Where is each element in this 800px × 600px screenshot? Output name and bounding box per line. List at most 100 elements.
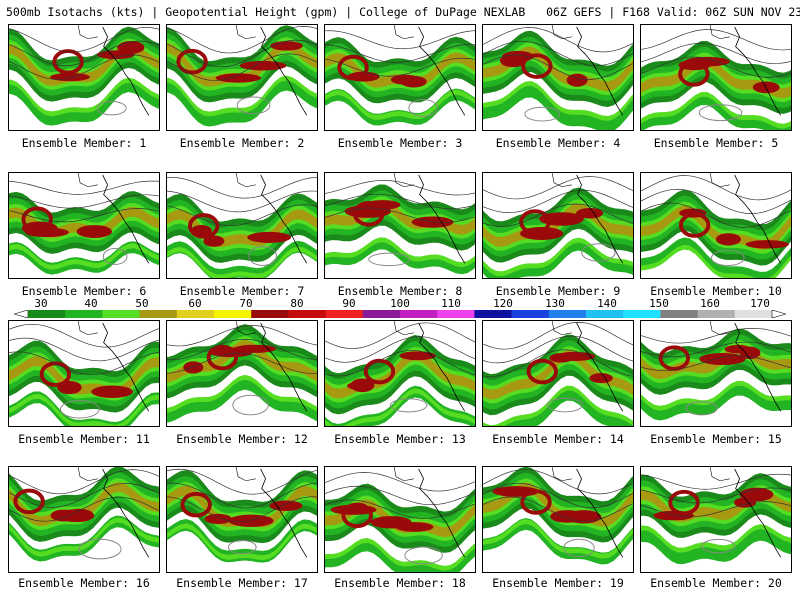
ensemble-member-label: Ensemble Member: 18 [334, 576, 466, 590]
ensemble-member-label: Ensemble Member: 4 [495, 136, 621, 150]
ensemble-member-panel [640, 320, 792, 427]
colorbar-segment [65, 310, 103, 318]
ensemble-member-label: Ensemble Member: 9 [495, 284, 621, 298]
ensemble-member-label: Ensemble Member: 8 [337, 284, 463, 298]
isotach-map [9, 25, 159, 126]
colorbar-high-arrow [771, 310, 786, 318]
isotach-map [325, 25, 475, 126]
colorbar-segment [548, 310, 587, 318]
ensemble-member-label: Ensemble Member: 3 [337, 136, 463, 150]
isotach-map [483, 467, 633, 565]
map-title: 500mb Isotachs (kts) | Geopotential Heig… [6, 5, 800, 19]
ensemble-member-label: Ensemble Member: 19 [492, 576, 624, 590]
colorbar-segment [139, 310, 178, 318]
ensemble-member-panel [482, 466, 634, 573]
isotach-map [483, 321, 633, 426]
colorbar-tick-label: 140 [597, 297, 617, 310]
ensemble-member-panel [8, 24, 160, 131]
colorbar-tick-label: 170 [750, 297, 770, 310]
colorbar-segment [623, 310, 661, 318]
colorbar-segment [660, 310, 699, 318]
isotach-map [641, 25, 791, 130]
colorbar-tick-label: 160 [700, 297, 720, 310]
ensemble-member-panel [8, 320, 160, 427]
isotach-map [167, 25, 317, 127]
isotach-map [325, 321, 475, 426]
ensemble-member-panel [640, 24, 792, 131]
colorbar-segment [102, 310, 141, 318]
ensemble-member-panel [166, 320, 318, 427]
ensemble-member-label: Ensemble Member: 6 [21, 284, 147, 298]
ensemble-member-panel [166, 24, 318, 131]
colorbar-segment [214, 310, 252, 318]
colorbar-tick-label: 100 [390, 297, 410, 310]
colorbar-segment [734, 310, 773, 318]
colorbar-tick-label: 130 [545, 297, 565, 310]
colorbar-segment [28, 310, 66, 318]
colorbar-segment [400, 310, 438, 318]
isotach-map [325, 467, 475, 572]
isotach-map [9, 173, 159, 275]
ensemble-member-label: Ensemble Member: 1 [21, 136, 147, 150]
ensemble-member-label: Ensemble Member: 5 [653, 136, 779, 150]
ensemble-member-panel [324, 466, 476, 573]
colorbar-tick-label: 40 [84, 297, 98, 310]
colorbar-tick-label: 120 [493, 297, 513, 310]
ensemble-member-label: Ensemble Member: 13 [334, 432, 466, 446]
isotach-map [641, 321, 791, 421]
isotach-map [9, 321, 159, 426]
ensemble-member-label: Ensemble Member: 10 [650, 284, 782, 298]
ensemble-member-label: Ensemble Member: 12 [176, 432, 308, 446]
isotach-map [325, 173, 475, 275]
ensemble-member-panel [166, 466, 318, 573]
colorbar-tick-label: 30 [34, 297, 48, 310]
title-right: 06Z GEFS | F168 Valid: 06Z SUN NOV 23 20… [546, 5, 800, 19]
isotach-map [641, 173, 791, 278]
ensemble-member-label: Ensemble Member: 2 [179, 136, 305, 150]
ensemble-member-label: Ensemble Member: 11 [18, 432, 150, 446]
ensemble-member-panel [324, 172, 476, 279]
colorbar-segment [697, 310, 736, 318]
colorbar-tick-label: 70 [239, 297, 253, 310]
isotach-map [167, 321, 317, 423]
colorbar-tick-label: 80 [290, 297, 304, 310]
isotach-map [167, 467, 317, 563]
isotach-map [641, 467, 791, 565]
colorbar-segment [288, 310, 327, 318]
colorbar-low-arrow [14, 310, 29, 318]
ensemble-member-panel [324, 24, 476, 131]
ensemble-member-label: Ensemble Member: 17 [176, 576, 308, 590]
colorbar-segment [474, 310, 513, 318]
ensemble-member-panel [482, 24, 634, 131]
ensemble-member-panel [640, 172, 792, 279]
ensemble-member-label: Ensemble Member: 20 [650, 576, 782, 590]
ensemble-member-label: Ensemble Member: 14 [492, 432, 624, 446]
ensemble-member-label: Ensemble Member: 7 [179, 284, 305, 298]
ensemble-member-panel [324, 320, 476, 427]
ensemble-member-panel [8, 466, 160, 573]
colorbar-segment [437, 310, 475, 318]
isotach-map [483, 25, 633, 130]
colorbar-segment [511, 310, 550, 318]
colorbar-tick-label: 110 [441, 297, 461, 310]
isotach-map [9, 467, 159, 562]
colorbar-tick-label: 150 [649, 297, 669, 310]
isotach-map [167, 173, 317, 278]
colorbar-segment [325, 310, 364, 318]
ensemble-member-panel [482, 320, 634, 427]
colorbar-tick-label: 60 [188, 297, 202, 310]
colorbar-tick-label: 50 [135, 297, 149, 310]
colorbar-segment [251, 310, 289, 318]
colorbar-segment [586, 310, 624, 318]
ensemble-member-panel [8, 172, 160, 279]
isotach-map [483, 173, 633, 278]
colorbar-segment [176, 310, 215, 318]
ensemble-member-panel [482, 172, 634, 279]
ensemble-member-panel [640, 466, 792, 573]
colorbar-tick-label: 90 [342, 297, 356, 310]
ensemble-member-label: Ensemble Member: 15 [650, 432, 782, 446]
isotach-colorbar [14, 310, 786, 318]
ensemble-member-panel [166, 172, 318, 279]
ensemble-member-label: Ensemble Member: 16 [18, 576, 150, 590]
colorbar-segment [362, 310, 401, 318]
